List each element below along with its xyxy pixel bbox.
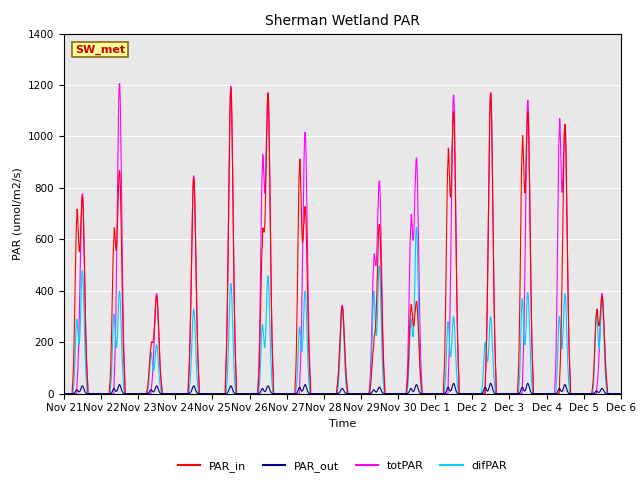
X-axis label: Time: Time: [329, 419, 356, 429]
Legend: PAR_in, PAR_out, totPAR, difPAR: PAR_in, PAR_out, totPAR, difPAR: [173, 457, 511, 477]
Text: SW_met: SW_met: [75, 44, 125, 55]
Title: Sherman Wetland PAR: Sherman Wetland PAR: [265, 14, 420, 28]
Y-axis label: PAR (umol/m2/s): PAR (umol/m2/s): [12, 167, 22, 260]
